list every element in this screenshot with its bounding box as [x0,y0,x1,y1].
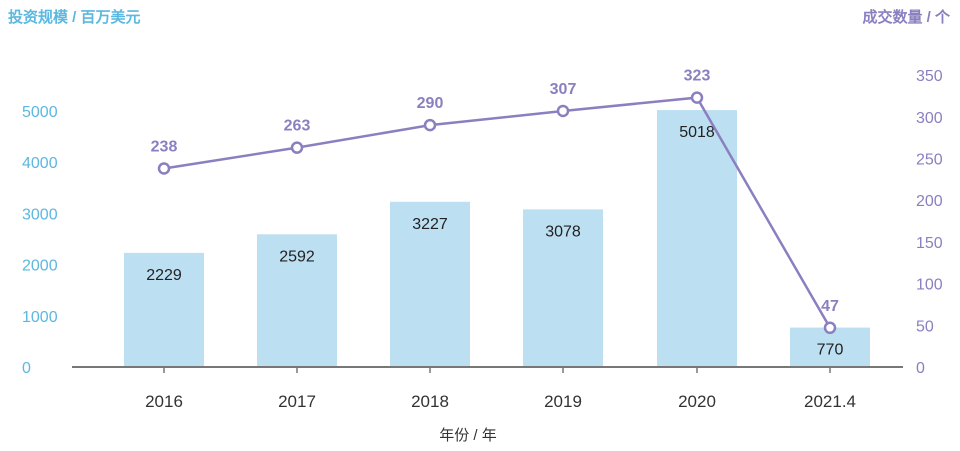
right-axis-tick: 0 [916,360,925,377]
line-value-label: 238 [151,139,178,156]
deal-count-point [290,141,304,154]
category-labels: 2016 2017 2018 2019 2020 2021.4 [145,367,856,411]
right-axis-ticks: 0 50 100 150 200 250 300 350 [916,68,943,377]
left-axis-tick: 3000 [22,206,58,223]
deal-count-point [157,162,171,175]
right-axis-tick: 150 [916,235,943,252]
right-axis-tick: 350 [916,68,943,85]
deal-count-point [556,104,570,118]
line-value-label: 47 [821,298,839,315]
category-label: 2016 [145,392,183,411]
bar-value-label: 3227 [412,216,448,233]
bar-2020 [657,110,737,367]
left-axis-title: 投资规模 / 百万美元 [8,8,141,26]
left-axis-tick: 1000 [22,309,58,326]
left-axis-tick: 2000 [22,258,58,275]
category-label: 2020 [678,392,716,411]
deal-count-point [690,91,704,104]
line-value-label: 323 [684,68,711,85]
category-label: 2021.4 [804,392,856,411]
bar-value-label: 2229 [146,267,182,284]
line-value-label: 263 [284,118,311,135]
bar-2019 [523,209,603,367]
left-axis-tick: 4000 [22,155,58,172]
bar-2018 [390,201,470,367]
category-label: 2017 [278,392,316,411]
line-series: 238 263 290 307 323 47 [151,68,839,335]
deal-count-point [423,118,437,132]
bar-labels: 2229 2592 3227 3078 5018 770 [146,124,843,358]
category-label: 2019 [544,392,582,411]
bar-2016 [124,252,204,367]
left-axis-tick: 5000 [22,104,58,121]
deal-count-line [163,96,832,329]
right-axis-tick: 300 [916,110,943,127]
bar-value-label: 2592 [279,248,315,265]
right-axis-tick: 50 [916,318,934,335]
line-value-label: 307 [550,81,577,98]
bar-value-label: 3078 [545,223,581,240]
x-axis-title: 年份 / 年 [439,427,497,444]
right-axis-tick: 100 [916,277,943,294]
bar-2021.4 [790,327,870,367]
bars [124,110,870,367]
line-value-label: 290 [417,95,444,112]
left-axis-ticks: 0 1000 2000 3000 4000 5000 [22,104,58,377]
right-axis-tick: 250 [916,152,943,169]
right-axis-title: 成交数量 / 个 [862,8,951,26]
bar-value-label: 5018 [679,124,715,141]
category-label: 2018 [411,392,449,411]
bar-value-label: 770 [817,342,844,359]
bar-2017 [257,234,337,367]
left-axis-tick: 0 [22,360,31,377]
right-axis-tick: 200 [916,193,943,210]
deal-count-point [823,321,837,335]
